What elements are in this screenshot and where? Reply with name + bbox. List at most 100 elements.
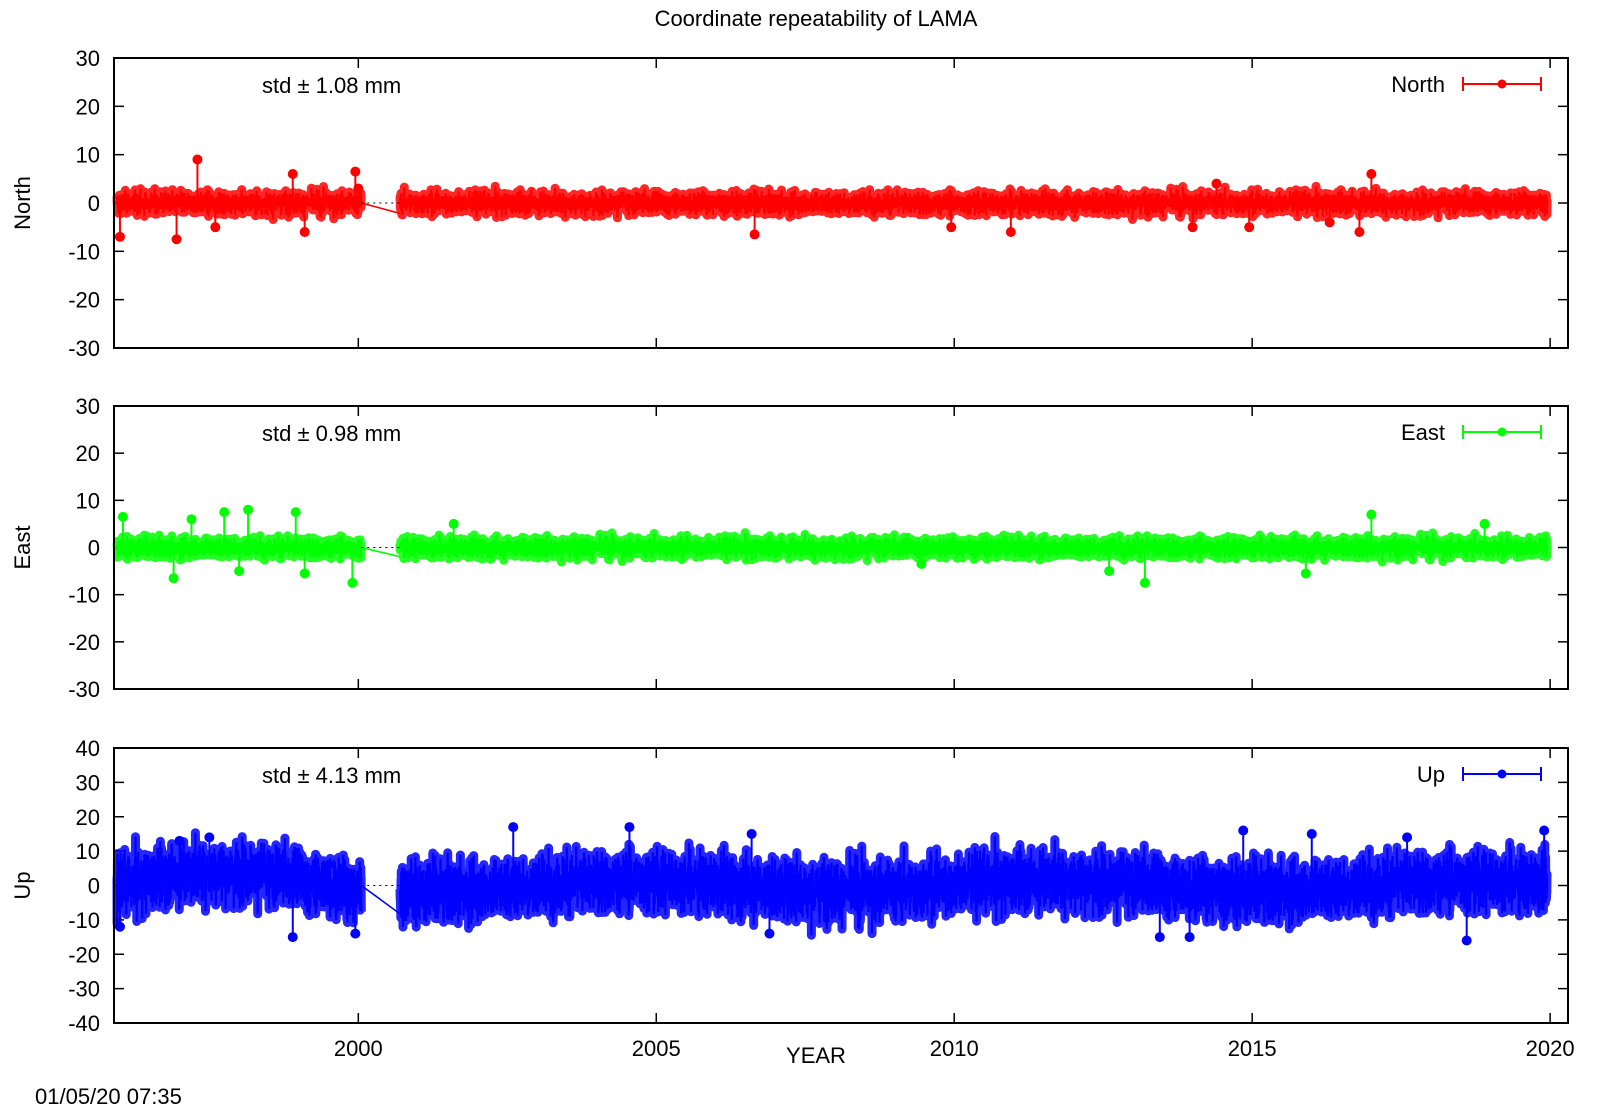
gap-connector [360,884,401,915]
outlier-point [746,828,757,839]
legend-label: East [1401,420,1445,445]
std-label: std ± 0.98 mm [262,421,401,446]
outlier-point [946,222,957,233]
outlier-point [624,822,635,833]
outlier-point [1139,577,1150,588]
std-label: std ± 1.08 mm [262,73,401,98]
outlier-point [287,932,298,943]
y-axis-label: North [10,176,35,230]
legend-label: North [1391,72,1445,97]
gap-connector [361,546,401,558]
outlier-point [192,154,203,165]
outlier-point [1306,828,1317,839]
outlier-point [234,566,245,577]
y-tick-label: 10 [76,143,100,168]
plot-frame [113,747,1569,1024]
legend: East [1401,420,1542,445]
y-tick-label: -30 [68,677,100,702]
outlier-point [1244,222,1255,233]
outlier-point [174,835,185,846]
outlier-point [210,222,221,233]
plot-frame [113,57,1569,349]
legend: Up [1417,762,1542,787]
y-tick-label: 40 [76,736,100,761]
outlier-point [1366,509,1377,520]
y-tick-label: 30 [76,46,100,71]
std-label: std ± 4.13 mm [262,763,401,788]
outlier-point [764,928,775,939]
outlier-point [1479,518,1490,529]
series-band [395,181,1552,224]
outlier-point [299,568,310,579]
y-tick-label: -10 [68,908,100,933]
y-tick-label: 0 [88,191,100,216]
series-band [112,182,366,224]
y-tick-label: 0 [88,874,100,899]
y-tick-label: 20 [76,441,100,466]
series-band [395,528,1552,567]
outlier-point [347,577,358,588]
outlier-point [508,822,519,833]
y-tick-label: 30 [76,394,100,419]
outlier-point [171,234,182,245]
outlier-point [353,183,364,194]
x-tick-label: 2010 [930,1036,979,1061]
outlier-point [916,559,927,570]
y-axis-label: Up [10,871,35,899]
x-tick-label: 2020 [1526,1036,1575,1061]
y-tick-label: 10 [76,488,100,513]
y-tick-label: -10 [68,239,100,264]
outlier-point [114,921,125,932]
outlier-point [1104,566,1115,577]
series-band [112,530,366,565]
plot-frame [113,405,1569,690]
outlier-point [287,169,298,179]
outlier-point [350,166,361,177]
outlier-point [448,518,459,529]
y-tick-label: -10 [68,583,100,608]
outlier-point [114,231,125,242]
x-tick-label: 2000 [334,1036,383,1061]
outlier-point [749,229,760,240]
outlier-point [1366,169,1377,179]
gap-connector [361,202,401,215]
outlier-point [1354,227,1365,237]
outlier-point [117,511,128,522]
y-tick-label: -30 [68,336,100,361]
outlier-point [168,573,179,584]
series-band [395,832,1552,940]
outlier-point [1238,825,1249,836]
legend-marker [1497,427,1507,437]
timestamp: 01/05/20 07:35 [35,1084,182,1109]
y-tick-label: 0 [88,536,100,561]
y-tick-label: 30 [76,770,100,795]
x-tick-label: 2015 [1228,1036,1277,1061]
outlier-point [186,514,197,525]
outlier-point [1402,832,1413,843]
outlier-point [1187,222,1198,233]
y-tick-label: -20 [68,630,100,655]
outlier-point [1211,178,1222,189]
y-tick-labels: 30 20 10 0 -10 -20 -30 [68,394,100,702]
y-tick-labels: 30 20 10 0 -10 -20 -30 [68,46,100,361]
outlier-point [204,832,215,843]
outlier-point [1539,825,1550,836]
x-tick-label: 2005 [632,1036,681,1061]
outlier-point [1005,227,1016,237]
outlier-point [1324,217,1335,228]
y-tick-label: -20 [68,942,100,967]
y-tick-label: 10 [76,839,100,864]
data-points [112,822,1552,946]
outlier-point [299,227,310,237]
outlier-point [219,507,230,518]
y-axis-label: East [10,525,35,569]
y-tick-labels: 40 30 20 10 0 -10 -20 -30 -40 [68,736,100,1036]
y-tick-label: -30 [68,977,100,1002]
panel-east: 30 20 10 0 -10 -20 -30 East std ± 0.98 mm East [10,394,1569,702]
x-axis-label: YEAR [786,1043,846,1068]
legend-marker [1497,79,1507,89]
chart-title: Coordinate repeatability of LAMA [655,6,978,31]
outlier-point [1461,935,1472,946]
